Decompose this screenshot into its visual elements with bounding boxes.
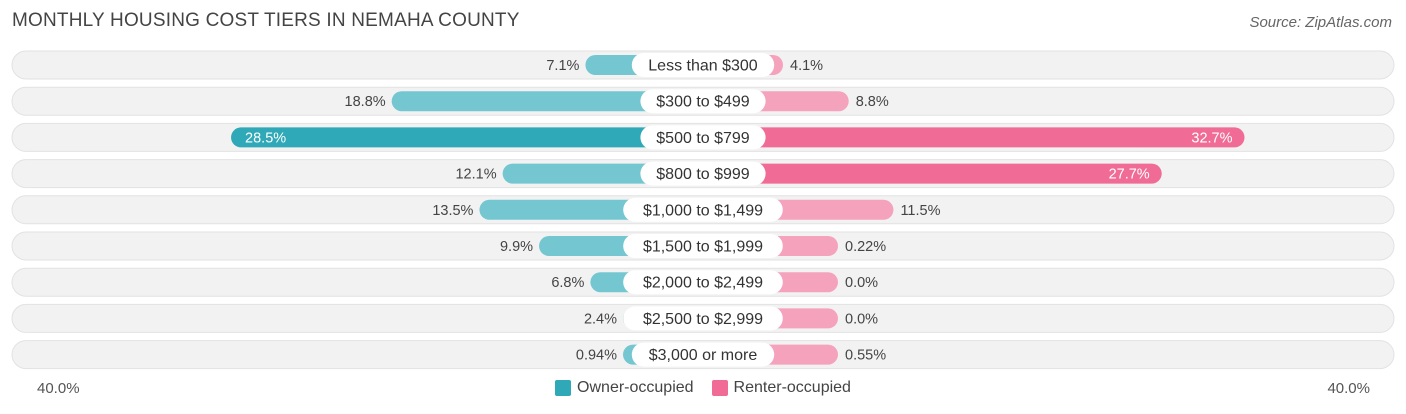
renter-value-label: 0.55%: [845, 348, 886, 364]
owner-value-label: 2.4%: [584, 311, 617, 327]
chart-title: MONTHLY HOUSING COST TIERS IN NEMAHA COU…: [12, 10, 520, 31]
owner-bar: [391, 91, 703, 112]
renter-value-label: 0.0%: [845, 275, 878, 291]
category-label: $1,500 to $1,999: [643, 239, 763, 256]
category-pill: [631, 53, 775, 77]
category-label: $300 to $499: [656, 94, 750, 111]
category-label: $500 to $799: [656, 130, 750, 147]
category-label: $2,000 to $2,499: [643, 275, 763, 292]
renter-value-label: 27.7%: [1109, 167, 1150, 183]
renter-value-label: 32.7%: [1191, 130, 1232, 146]
renter-value-label: 11.5%: [900, 203, 940, 219]
category-label: $2,500 to $2,999: [643, 311, 763, 328]
category-label: Less than $300: [648, 58, 758, 75]
axis-min-label: 40.0%: [37, 380, 80, 397]
owner-value-label: 0.94%: [576, 348, 617, 364]
category-pill: [623, 197, 783, 222]
renter-bar: [703, 127, 1245, 148]
legend-swatch-renter: [711, 380, 728, 396]
owner-bar: [231, 127, 704, 148]
category-label: $1,000 to $1,499: [643, 202, 763, 219]
owner-value-label: 18.8%: [345, 94, 386, 110]
category-pill: [623, 270, 783, 295]
legend-swatch-owner: [555, 380, 572, 396]
axis-max-label: 40.0%: [1327, 380, 1370, 397]
category-pill: [640, 125, 766, 150]
owner-value-label: 6.8%: [551, 275, 584, 291]
owner-value-label: 12.1%: [455, 167, 496, 183]
renter-value-label: 8.8%: [856, 94, 889, 110]
category-pill: [640, 161, 766, 186]
owner-value-label: 28.5%: [245, 130, 286, 146]
legend: Owner-occupied Renter-occupied: [0, 379, 1406, 397]
source-label: Source: ZipAtlas.com: [1249, 14, 1392, 31]
category-label: $3,000 or more: [649, 347, 758, 364]
owner-value-label: 9.9%: [500, 239, 533, 255]
category-label: $800 to $999: [656, 166, 750, 183]
legend-item-owner: Owner-occupied: [555, 379, 694, 397]
renter-bar: [703, 163, 1162, 184]
category-pill: [631, 342, 775, 367]
renter-value-label: 0.0%: [845, 311, 878, 327]
owner-value-label: 7.1%: [546, 58, 579, 74]
legend-item-renter: Renter-occupied: [711, 379, 851, 397]
category-pill: [640, 89, 766, 114]
renter-value-label: 0.22%: [845, 239, 886, 255]
legend-label-owner: Owner-occupied: [577, 379, 694, 396]
category-pill: [623, 234, 783, 258]
owner-value-label: 13.5%: [432, 203, 473, 219]
renter-value-label: 4.1%: [790, 58, 823, 74]
category-pill: [623, 306, 783, 331]
legend-label-renter: Renter-occupied: [733, 379, 851, 396]
